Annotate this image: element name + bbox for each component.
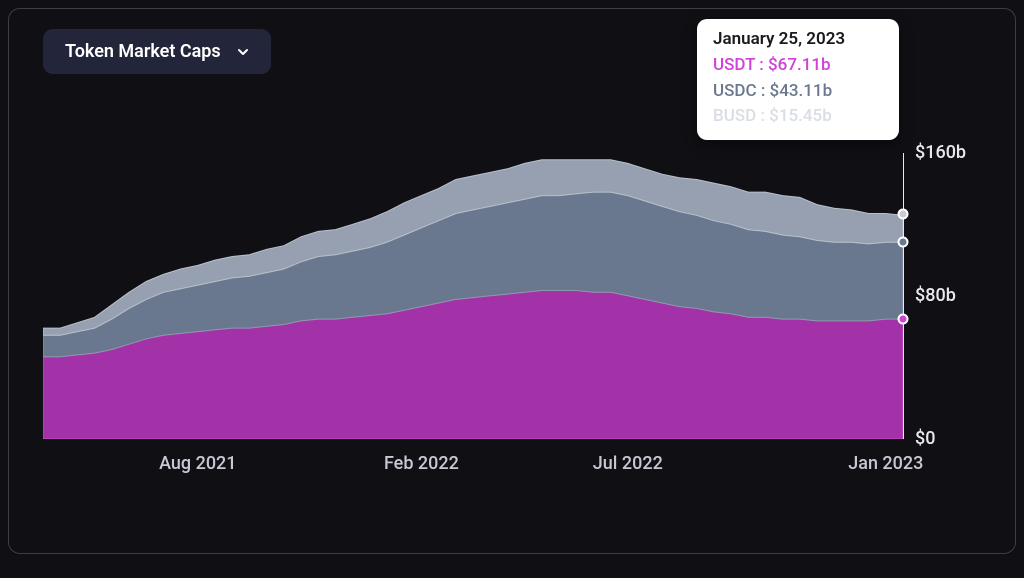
dropdown-label: Token Market Caps <box>65 41 221 62</box>
x-tick-label: Aug 2021 <box>159 453 236 474</box>
metric-dropdown[interactable]: Token Market Caps <box>43 29 271 74</box>
crosshair-line <box>903 153 904 439</box>
x-tick-label: Jan 2023 <box>848 453 923 474</box>
y-tick-label: $160b <box>915 142 966 163</box>
series-marker <box>898 313 909 324</box>
tooltip-row: BUSD : $15.45b <box>713 104 883 130</box>
tooltip-row: USDC : $43.11b <box>713 79 883 105</box>
chart-frame: Token Market Caps $0 $80b $160b Aug 2021 Fe… <box>8 8 1016 554</box>
hover-tooltip: January 25, 2023 USDT : $67.11bUSDC : $4… <box>697 19 899 140</box>
y-tick-label: $80b <box>915 285 956 306</box>
tooltip-date: January 25, 2023 <box>713 29 883 49</box>
y-tick-label: $0 <box>915 428 935 449</box>
series-marker <box>898 209 909 220</box>
series-marker <box>898 236 909 247</box>
chart-plot-area[interactable] <box>43 99 903 439</box>
tooltip-row: USDT : $67.11b <box>713 53 883 79</box>
x-tick-label: Feb 2022 <box>384 453 459 474</box>
chevron-down-icon <box>237 46 249 58</box>
x-tick-label: Jul 2022 <box>593 453 663 474</box>
